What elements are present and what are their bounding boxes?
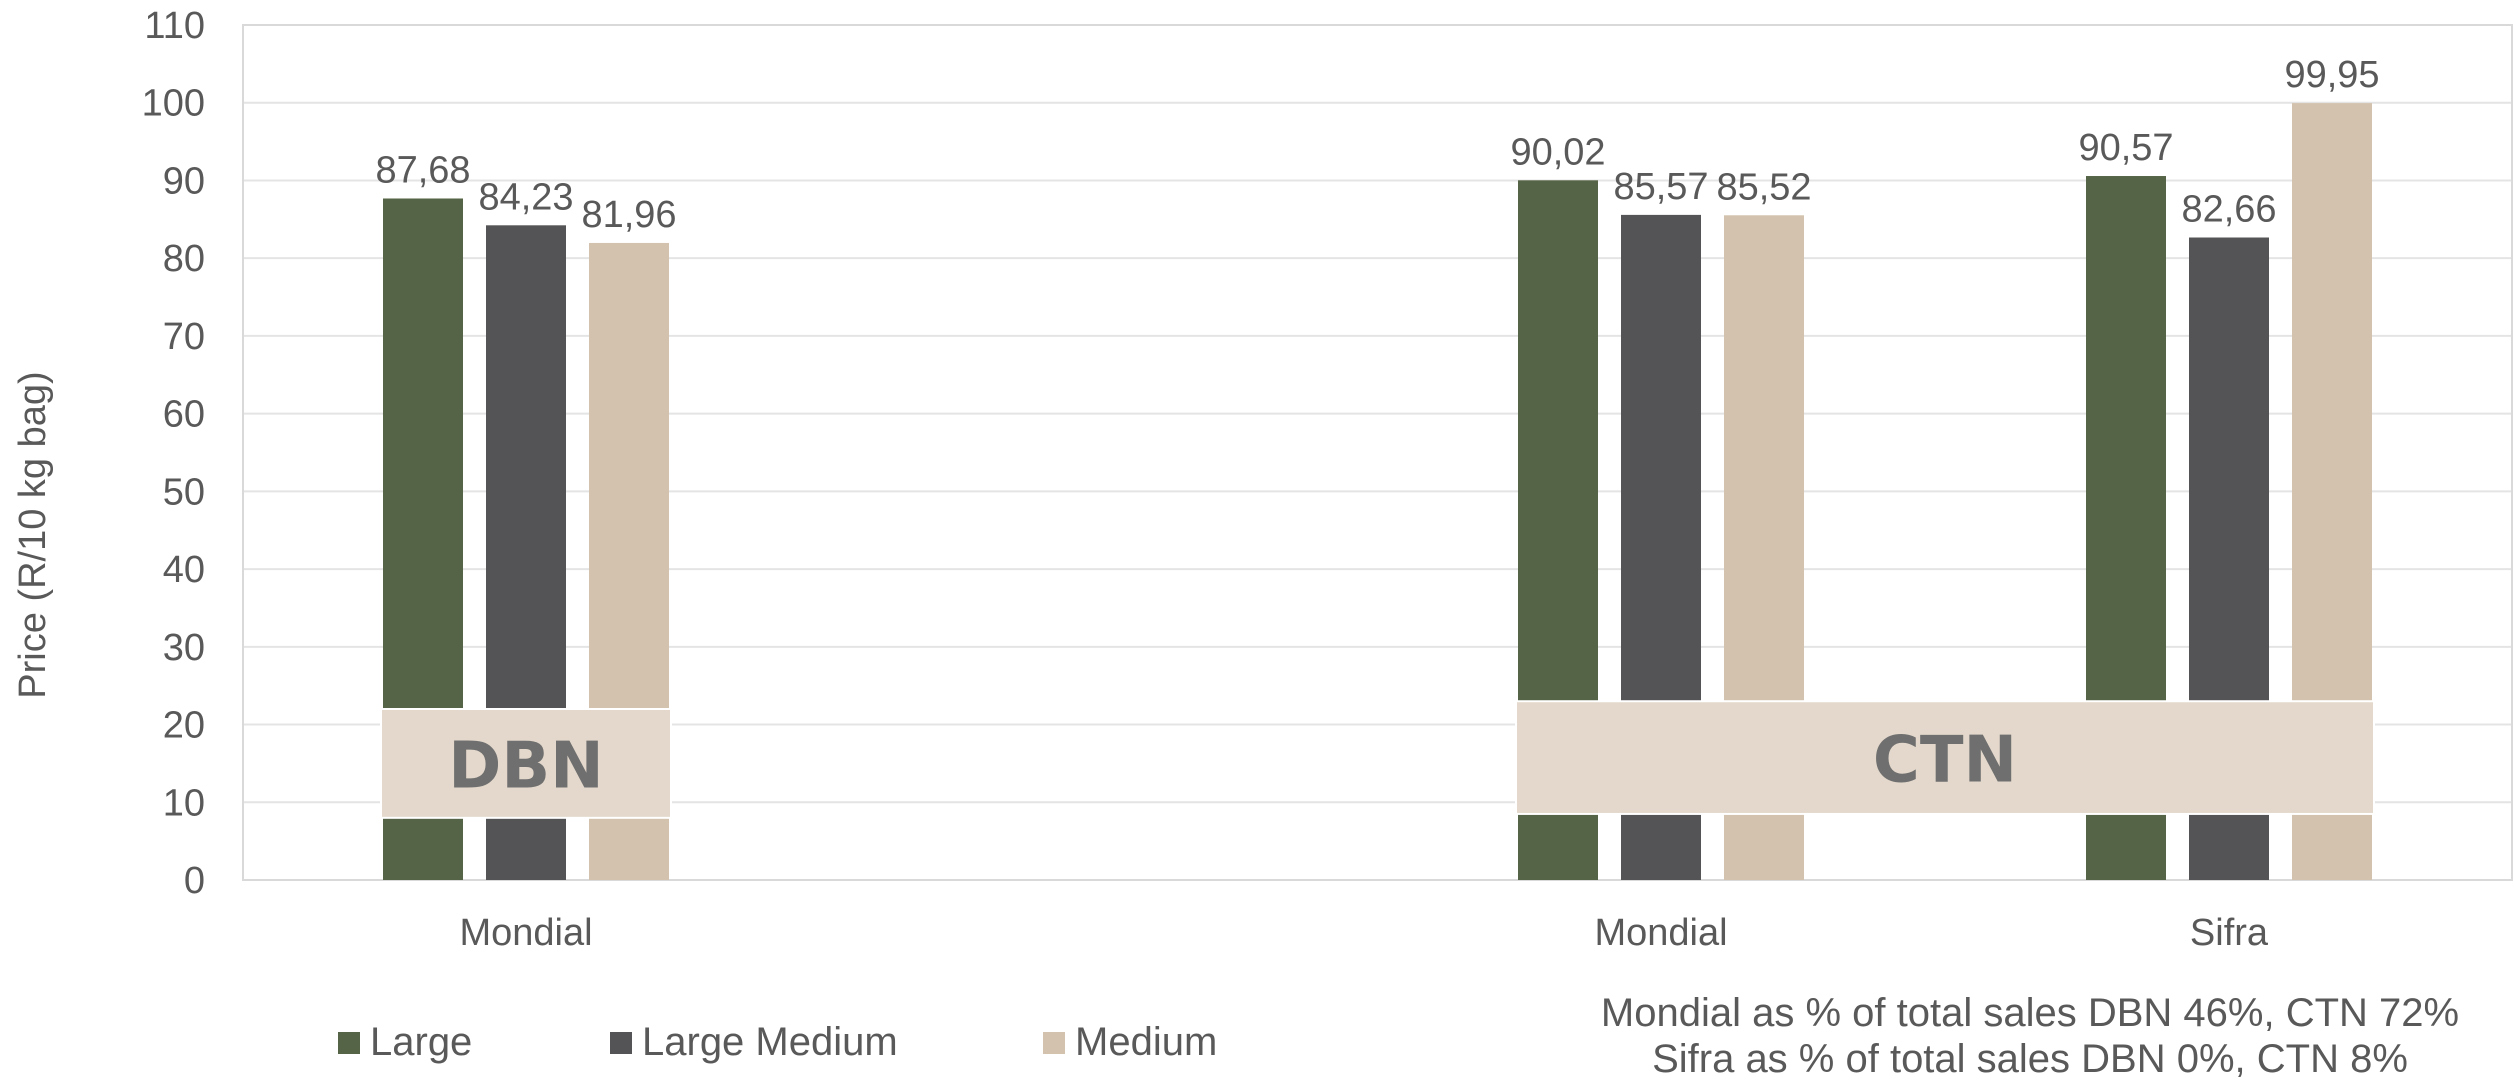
y-tick-label: 70 [163,316,205,358]
y-tick-label: 10 [163,782,205,824]
y-tick-label: 110 [144,5,205,47]
y-axis-label: Price (R/10 kg bag) [12,371,54,698]
data-label: 81,96 [581,194,676,236]
legend-item-medium: Medium [1043,1020,1217,1065]
y-tick-label: 40 [163,549,205,591]
bars [383,103,2372,881]
legend-item-large-medium: Large Medium [610,1020,1043,1065]
footnotes: Mondial as % of total sales DBN 46%, CTN… [1560,990,2500,1082]
group-labels: DBN CTN [380,700,2375,819]
note-mondial-share: Mondial as % of total sales DBN 46%, CTN… [1600,991,2460,1035]
data-label: 85,57 [1613,166,1708,208]
legend-label: Large [370,1020,473,1064]
group-label: DBN [448,729,603,803]
y-tick-label: 0 [184,860,205,902]
group-label-box [1515,700,2375,815]
group-label-box [380,708,672,819]
y-tick-label: 90 [163,160,205,202]
category-label: Mondial [1594,912,1727,954]
data-label: 82,66 [2181,189,2276,231]
y-tick-label: 80 [163,238,205,280]
data-label: 84,23 [478,176,573,218]
category-label: Sifra [2190,912,2269,954]
legend-item-large: Large [338,1020,610,1065]
data-label: 99,95 [2284,54,2379,96]
legend-swatch [610,1031,632,1054]
y-tick-label: 20 [163,705,205,747]
y-tick-label: 100 [142,83,205,125]
group-label: CTN [1873,724,2017,798]
legend-label: Medium [1075,1020,1218,1064]
legend-label: Large Medium [642,1020,898,1064]
data-label: 90,02 [1510,131,1605,173]
legend-swatch [1043,1031,1065,1054]
category-labels: Mondial Mondial Sifra [459,912,2268,954]
legend-swatch [338,1031,360,1054]
data-label: 87,68 [375,149,470,191]
y-tick-labels: 0 10 20 30 40 50 60 70 80 90 100 110 [142,5,205,902]
y-tick-label: 50 [163,471,205,513]
y-tick-label: 60 [163,394,205,436]
plot-area [242,24,2513,881]
data-label: 90,57 [2078,127,2173,169]
note-sifra-share: Sifra as % of total sales DBN 0%, CTN 8% [1652,1037,2408,1081]
legend: Large Large Medium Medium [338,1020,1217,1065]
data-label: 85,52 [1716,166,1811,208]
y-tick-label: 30 [163,627,205,669]
category-label: Mondial [459,912,592,954]
